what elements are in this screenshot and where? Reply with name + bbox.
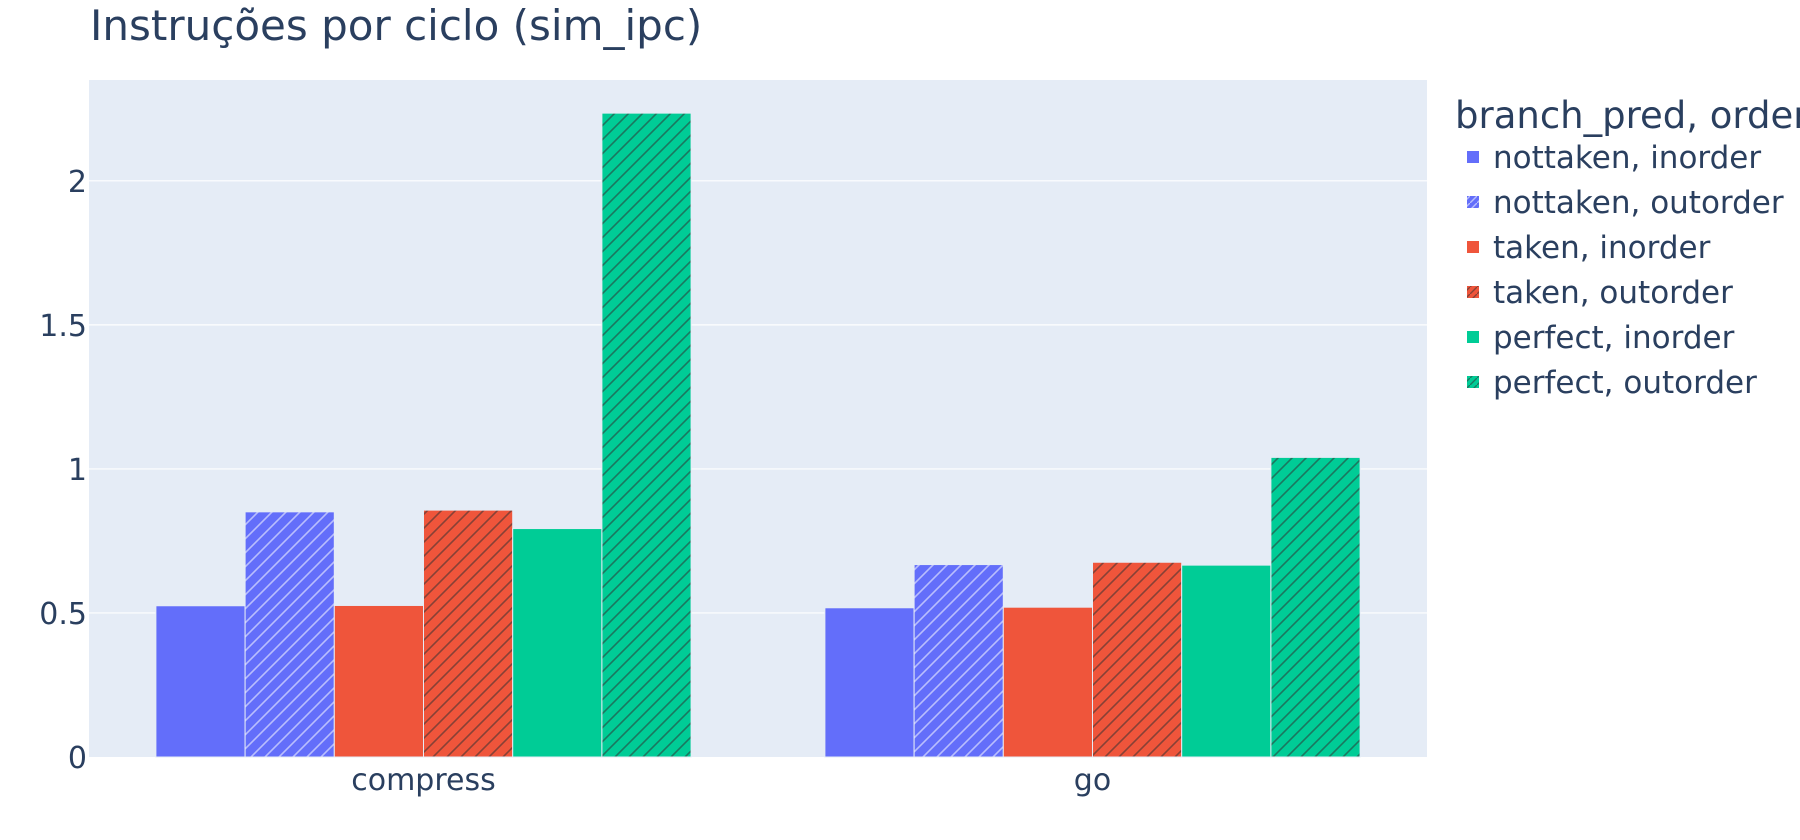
legend-swatch [1467,376,1479,388]
bar-go-5 [1270,456,1361,758]
legend-swatch [1467,196,1479,208]
legend-item[interactable]: perfect, outorder [1467,365,1757,401]
legend-item[interactable]: taken, outorder [1467,275,1733,311]
legend-label: nottaken, outorder [1493,185,1784,221]
bar-compress-3 [423,509,514,758]
legend-label: nottaken, inorder [1493,140,1761,176]
bar-compress-5 [601,112,692,758]
y-tick-label: 1.5 [39,309,87,344]
legend-label: taken, inorder [1493,230,1711,266]
chart-title: Instruções por ciclo (sim_ipc) [90,1,703,50]
bar-go-4 [1181,564,1272,758]
legend-label: perfect, inorder [1493,320,1735,356]
bars [155,112,1361,758]
y-tick-label: 0 [68,741,87,776]
legend-label: taken, outorder [1493,275,1733,311]
bar-go-3 [1092,561,1183,758]
bar-go-2 [1002,606,1093,758]
x-axis: compress go [351,763,1111,798]
bar-go-1 [913,564,1004,758]
y-tick-label: 2 [68,165,87,200]
legend-item[interactable]: perfect, inorder [1467,320,1735,356]
x-tick-label: compress [351,763,496,798]
legend-item[interactable]: nottaken, inorder [1467,140,1761,176]
legend-title: branch_pred, order [1455,94,1800,137]
y-axis: 0 0.5 1 1.5 2 [39,165,87,776]
bar-go-0 [824,607,915,758]
legend-swatch [1467,331,1479,343]
bar-compress-0 [155,605,246,758]
legend-item[interactable]: taken, inorder [1467,230,1711,266]
legend-swatch [1467,286,1479,298]
legend-swatch [1467,241,1479,253]
legend-swatch [1467,151,1479,163]
bar-compress-2 [333,604,424,758]
y-tick-label: 1 [68,453,87,488]
y-tick-label: 0.5 [39,597,87,632]
x-tick-label: go [1074,763,1111,798]
legend-label: perfect, outorder [1493,365,1757,401]
bar-compress-4 [512,528,603,758]
legend-item[interactable]: nottaken, outorder [1467,185,1784,221]
bar-compress-1 [244,511,335,758]
